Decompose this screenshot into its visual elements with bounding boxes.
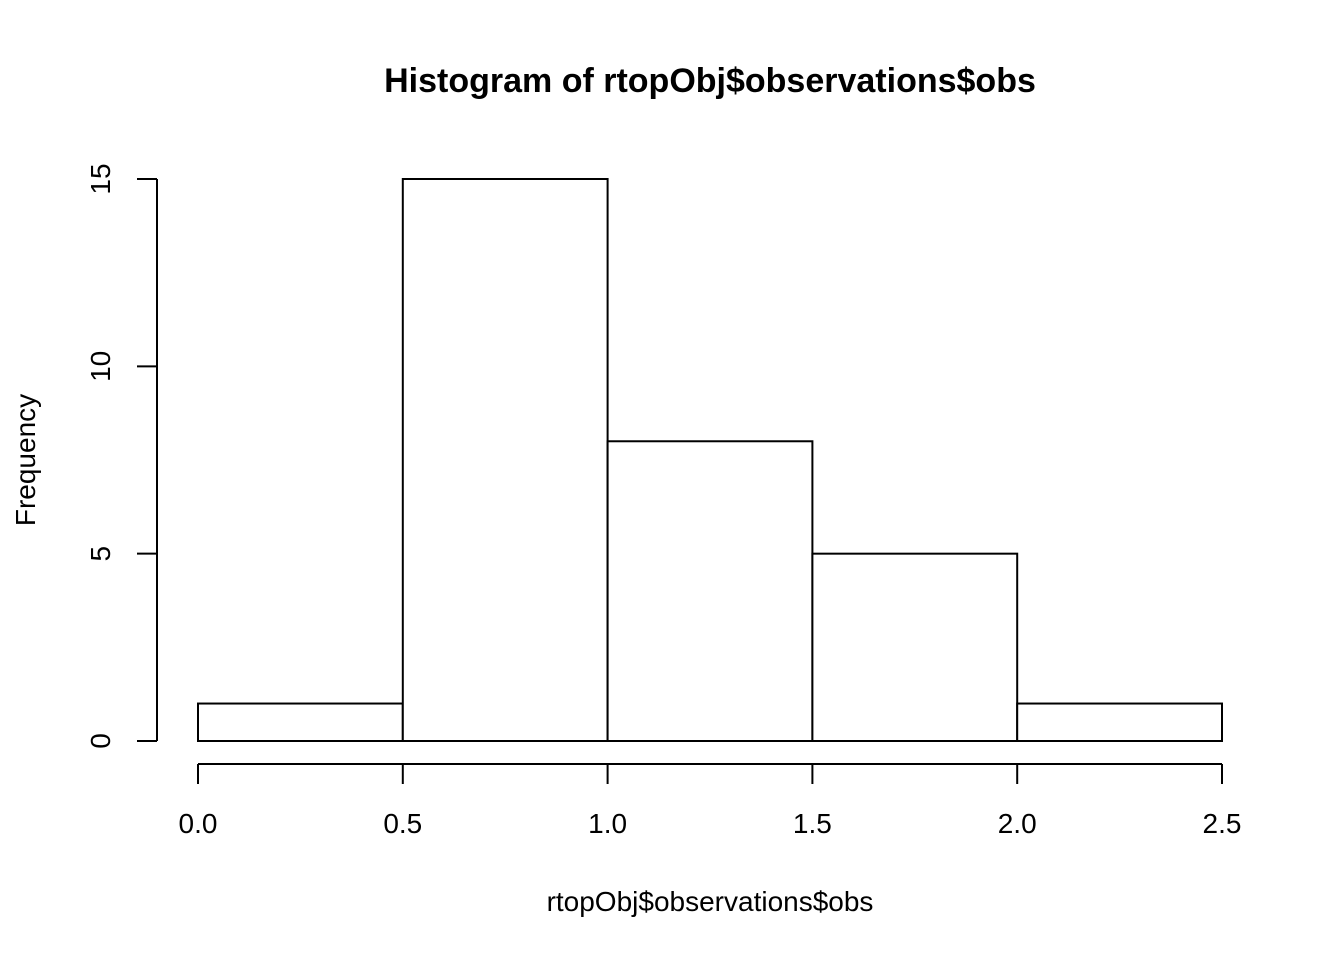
x-tick-label-5: 2.5 [1203, 808, 1242, 839]
x-tick-label-3: 1.5 [793, 808, 832, 839]
histogram-bar-0 [197, 702, 404, 742]
x-axis-label: rtopObj$observations$obs [547, 886, 874, 917]
x-tick-label-2: 1.0 [588, 808, 627, 839]
y-tick-label-2: 10 [85, 351, 116, 382]
x-tick-label-0: 0.0 [179, 808, 218, 839]
y-tick-label-1: 5 [85, 546, 116, 562]
histogram-bar-2 [606, 440, 814, 742]
histogram-bar-4 [1016, 702, 1224, 742]
histogram-bar-3 [811, 552, 1019, 743]
x-tick-label-4: 2.0 [998, 808, 1037, 839]
y-tick-label-0: 0 [85, 733, 116, 749]
chart-title: Histogram of rtopObj$observations$obs [384, 62, 1036, 100]
y-tick-label-3: 15 [85, 163, 116, 194]
y-axis: 0 5 10 15 [85, 163, 158, 749]
x-axis: 0.0 0.5 1.0 1.5 2.0 2.5 [179, 763, 1242, 839]
x-tick-label-1: 0.5 [383, 808, 422, 839]
histogram-bar-1 [401, 178, 609, 742]
y-axis-label: Frequency [10, 394, 41, 526]
bars-group [197, 178, 1224, 743]
